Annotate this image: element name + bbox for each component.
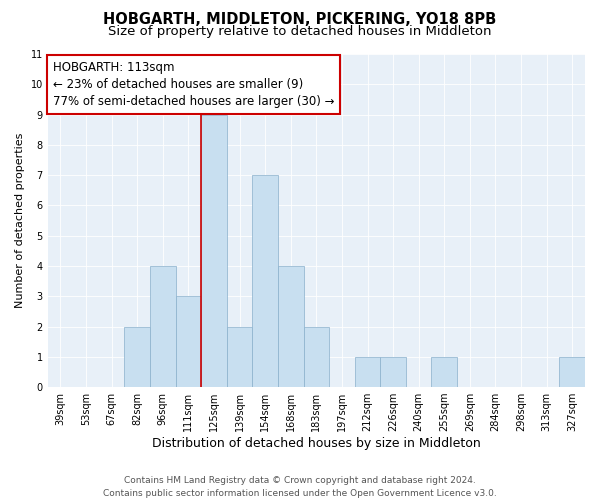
Bar [278, 266, 304, 387]
Text: HOBGARTH, MIDDLETON, PICKERING, YO18 8PB: HOBGARTH, MIDDLETON, PICKERING, YO18 8PB [103, 12, 497, 28]
Bar [304, 326, 329, 387]
X-axis label: Distribution of detached houses by size in Middleton: Distribution of detached houses by size … [152, 437, 481, 450]
Bar [380, 357, 406, 387]
Bar [227, 326, 253, 387]
Bar [176, 296, 201, 387]
Text: Size of property relative to detached houses in Middleton: Size of property relative to detached ho… [108, 25, 492, 38]
Bar [355, 357, 380, 387]
Text: Contains HM Land Registry data © Crown copyright and database right 2024.
Contai: Contains HM Land Registry data © Crown c… [103, 476, 497, 498]
Bar [124, 326, 150, 387]
Bar [431, 357, 457, 387]
Bar [559, 357, 585, 387]
Text: HOBGARTH: 113sqm
← 23% of detached houses are smaller (9)
77% of semi-detached h: HOBGARTH: 113sqm ← 23% of detached house… [53, 60, 335, 108]
Y-axis label: Number of detached properties: Number of detached properties [15, 133, 25, 308]
Bar [150, 266, 176, 387]
Bar [253, 175, 278, 387]
Bar [201, 114, 227, 387]
